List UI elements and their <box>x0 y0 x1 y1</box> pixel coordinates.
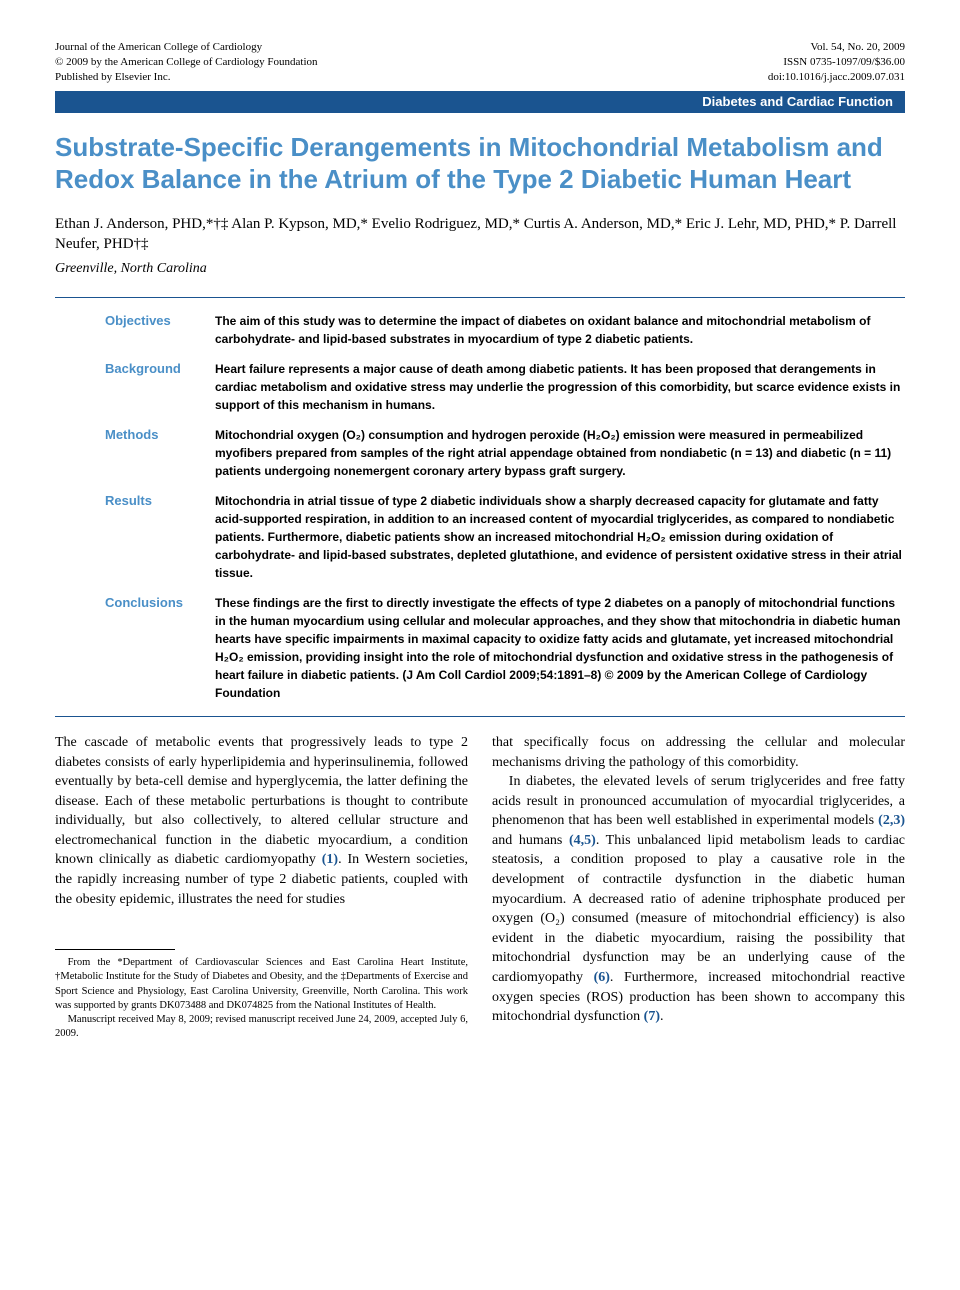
body-text-run: and humans <box>492 833 569 848</box>
abstract-objectives: Objectives The aim of this study was to … <box>105 312 905 348</box>
body-text: The cascade of metabolic events that pro… <box>55 733 905 1041</box>
citation-link[interactable]: (6) <box>594 970 610 985</box>
abstract-text: These findings are the first to directly… <box>215 594 905 702</box>
abstract-label: Conclusions <box>105 594 215 702</box>
divider-top <box>55 297 905 298</box>
journal-info-right: Vol. 54, No. 20, 2009 ISSN 0735-1097/09/… <box>768 40 905 85</box>
citation-link[interactable]: (7) <box>644 1009 660 1024</box>
publisher-line: Published by Elsevier Inc. <box>55 70 318 85</box>
manuscript-dates: Manuscript received May 8, 2009; revised… <box>55 1013 468 1041</box>
abstract-text: Mitochondrial oxygen (O₂) consumption an… <box>215 426 905 480</box>
body-text-run: . This unbalanced lipid metabolism leads… <box>492 833 905 985</box>
abstract-text: Heart failure represents a major cause o… <box>215 360 905 414</box>
body-text-run: . <box>660 1009 664 1024</box>
affiliation-text: From the *Department of Cardiovascular S… <box>55 956 468 1013</box>
column-right: that specifically focus on addressing th… <box>492 733 905 1041</box>
author-affiliations: From the *Department of Cardiovascular S… <box>55 956 468 1041</box>
journal-info-left: Journal of the American College of Cardi… <box>55 40 318 85</box>
footnote-divider <box>55 949 175 950</box>
citation-link[interactable]: (4,5) <box>569 833 596 848</box>
column-left: The cascade of metabolic events that pro… <box>55 733 468 1041</box>
abstract-background: Background Heart failure represents a ma… <box>105 360 905 414</box>
article-title: Substrate-Specific Derangements in Mitoc… <box>55 131 905 196</box>
body-paragraph: that specifically focus on addressing th… <box>492 733 905 772</box>
body-text-run: The cascade of metabolic events that pro… <box>55 735 468 868</box>
divider-bottom <box>55 716 905 717</box>
structured-abstract: Objectives The aim of this study was to … <box>105 312 905 702</box>
citation-link[interactable]: (1) <box>322 852 338 867</box>
body-text-run: In diabetes, the elevated levels of seru… <box>492 774 905 828</box>
abstract-methods: Methods Mitochondrial oxygen (O₂) consum… <box>105 426 905 480</box>
abstract-results: Results Mitochondria in atrial tissue of… <box>105 492 905 582</box>
body-paragraph: In diabetes, the elevated levels of seru… <box>492 772 905 1027</box>
volume-issue: Vol. 54, No. 20, 2009 <box>768 40 905 55</box>
abstract-text: The aim of this study was to determine t… <box>215 312 905 348</box>
copyright-line: © 2009 by the American College of Cardio… <box>55 55 318 70</box>
citation-link[interactable]: (2,3) <box>878 813 905 828</box>
abstract-text: Mitochondria in atrial tissue of type 2 … <box>215 492 905 582</box>
section-bar: Diabetes and Cardiac Function <box>55 91 905 113</box>
abstract-label: Background <box>105 360 215 414</box>
author-location: Greenville, North Carolina <box>55 260 905 279</box>
abstract-label: Methods <box>105 426 215 480</box>
section-tag: Diabetes and Cardiac Function <box>702 93 893 111</box>
issn-line: ISSN 0735-1097/09/$36.00 <box>768 55 905 70</box>
abstract-label: Results <box>105 492 215 582</box>
journal-name: Journal of the American College of Cardi… <box>55 40 318 55</box>
body-paragraph: The cascade of metabolic events that pro… <box>55 733 468 909</box>
abstract-conclusions: Conclusions These findings are the first… <box>105 594 905 702</box>
doi-line: doi:10.1016/j.jacc.2009.07.031 <box>768 70 905 85</box>
author-list: Ethan J. Anderson, PHD,*†‡ Alan P. Kypso… <box>55 214 905 255</box>
abstract-label: Objectives <box>105 312 215 348</box>
journal-header: Journal of the American College of Cardi… <box>55 40 905 85</box>
